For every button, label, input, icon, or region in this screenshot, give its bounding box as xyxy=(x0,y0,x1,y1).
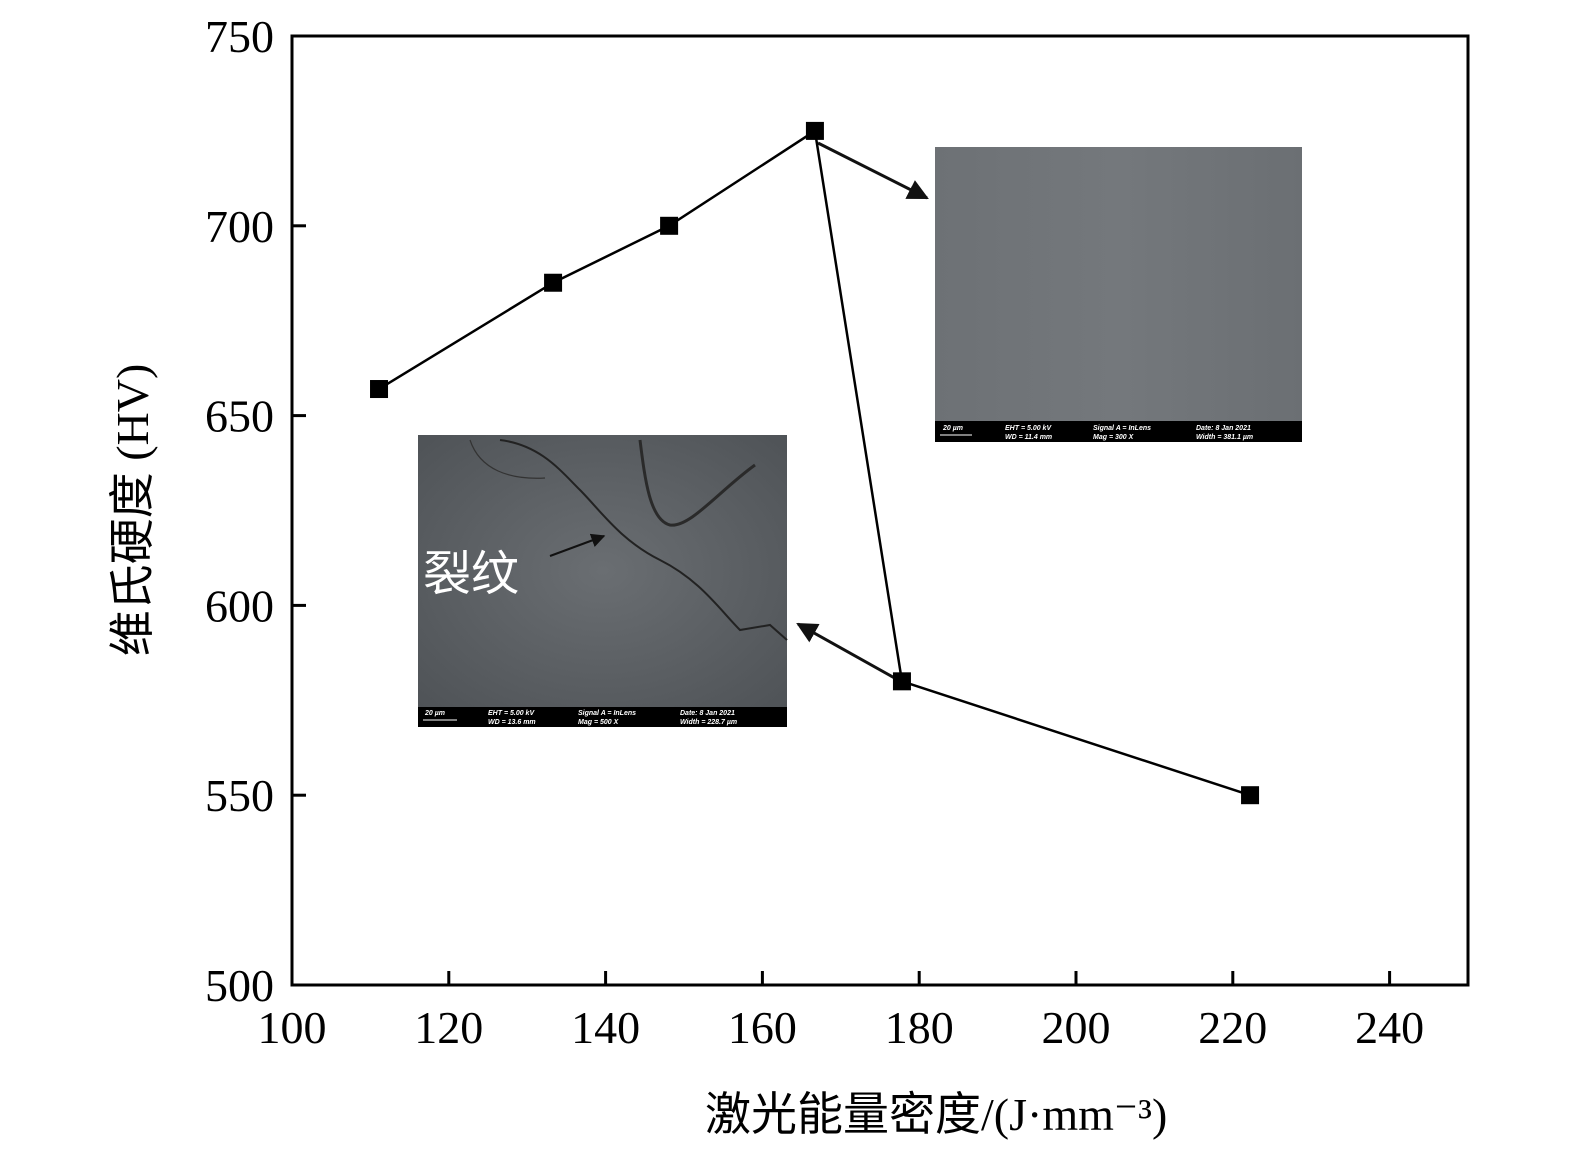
arrow xyxy=(796,622,901,683)
sem-info: Width = 381.1 µm xyxy=(1196,434,1253,441)
sem-info: WD = 13.6 mm xyxy=(488,719,536,726)
sem-scale-label: 20 µm xyxy=(424,710,445,717)
sem-info: Signal A = InLens xyxy=(578,710,636,717)
sem-info: Date: 8 Jan 2021 xyxy=(1196,425,1251,432)
sem-info: Signal A = InLens xyxy=(1093,425,1151,432)
crack-label: 裂纹 xyxy=(423,548,519,601)
y-tick-label: 750 xyxy=(205,11,274,62)
sem-info: WD = 11.4 mm xyxy=(1005,434,1052,441)
sem-info: Width = 228.7 µm xyxy=(680,719,737,726)
marker xyxy=(1241,786,1260,805)
y-tick-label: 500 xyxy=(205,960,274,1011)
sem-info: EHT = 5.00 kV xyxy=(488,710,535,717)
arrow xyxy=(817,141,929,200)
marker xyxy=(544,273,563,292)
x-tick-label: 100 xyxy=(258,1002,327,1053)
sem-image-bottom xyxy=(418,435,788,727)
x-tick-label: 120 xyxy=(414,1002,483,1053)
arrow xyxy=(549,533,606,557)
y-axis-label: 维氏硬度 (HV) xyxy=(107,364,158,657)
y-tick-label: 700 xyxy=(205,201,274,252)
x-tick-label: 180 xyxy=(885,1002,954,1053)
x-tick-label: 240 xyxy=(1355,1002,1424,1053)
plot-frame xyxy=(290,34,1470,987)
marker xyxy=(660,216,679,235)
series-line xyxy=(378,128,1251,797)
x-axis-label: 激光能量密度/(J·mm⁻³) xyxy=(705,1089,1167,1140)
x-tick-label: 140 xyxy=(571,1002,640,1053)
x-tick-label: 200 xyxy=(1042,1002,1111,1053)
sem-info: Mag = 500 X xyxy=(578,719,620,726)
x-tick-label: 220 xyxy=(1198,1002,1267,1053)
sem-info: Date: 8 Jan 2021 xyxy=(680,710,735,717)
marker xyxy=(892,672,911,691)
sem-scale-label: 20 µm xyxy=(942,425,963,432)
sem-info: EHT = 5.00 kV xyxy=(1005,425,1052,432)
y-tick-label: 650 xyxy=(205,391,274,442)
y-tick-label: 600 xyxy=(205,580,274,631)
sem-info: Mag = 300 X xyxy=(1093,434,1135,441)
x-tick-label: 160 xyxy=(728,1002,797,1053)
marker xyxy=(805,121,824,140)
sem-image-top xyxy=(935,147,1302,442)
marker xyxy=(370,380,389,399)
y-tick-label: 550 xyxy=(205,770,274,821)
